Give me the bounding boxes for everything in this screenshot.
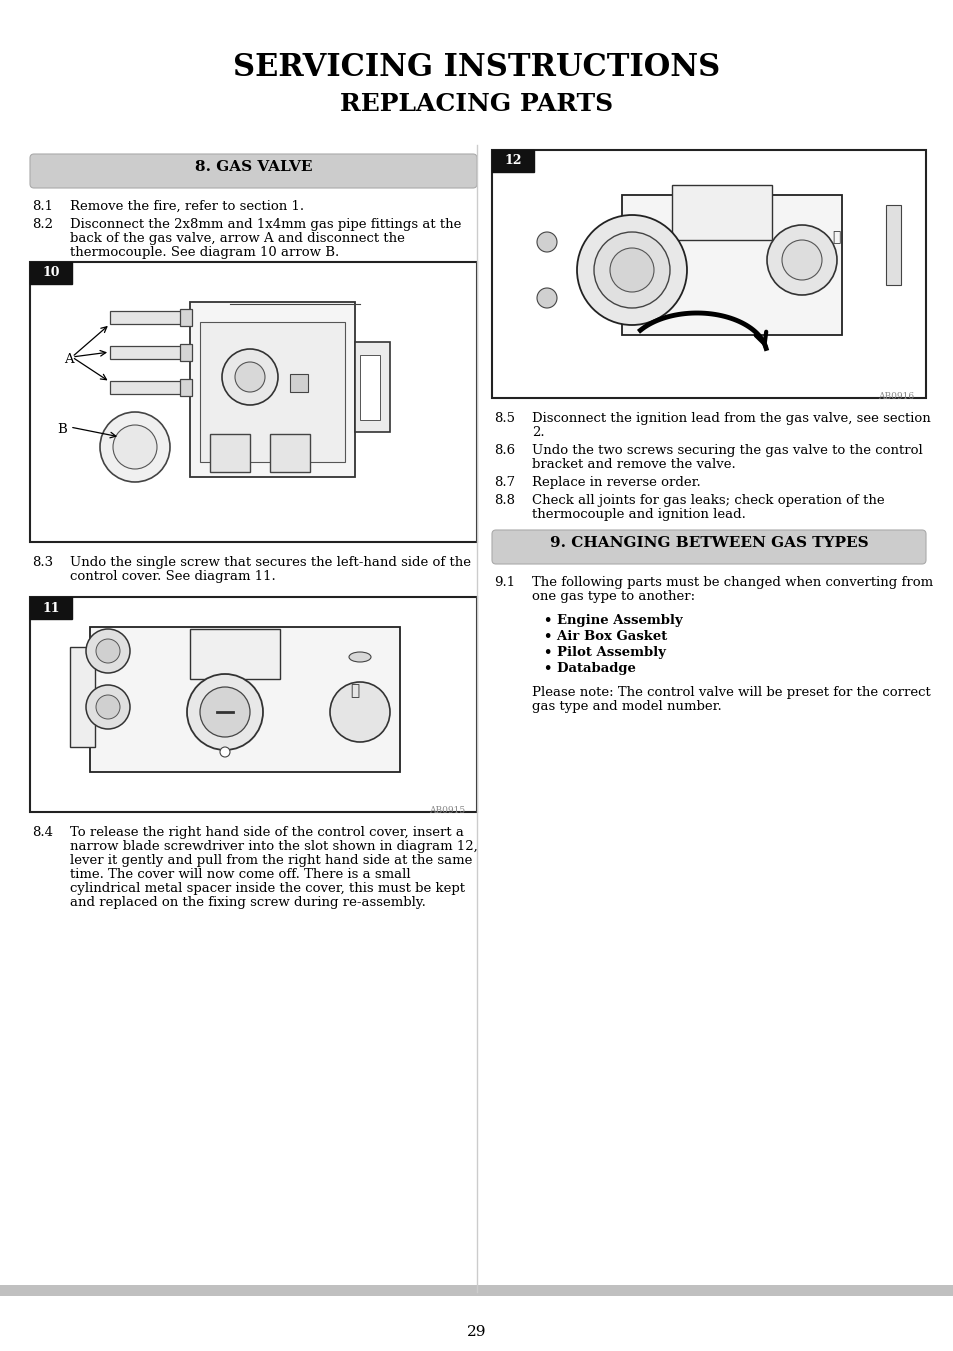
Text: Disconnect the ignition lead from the gas valve, see section: Disconnect the ignition lead from the ga…	[532, 412, 930, 426]
Circle shape	[234, 362, 265, 392]
Circle shape	[200, 688, 250, 738]
Circle shape	[96, 639, 120, 663]
Text: 9. CHANGING BETWEEN GAS TYPES: 9. CHANGING BETWEEN GAS TYPES	[549, 536, 867, 550]
Text: ★: ★	[831, 230, 840, 245]
Text: 11: 11	[42, 601, 60, 615]
Text: thermocouple and ignition lead.: thermocouple and ignition lead.	[532, 508, 745, 521]
Bar	[190, 303, 355, 477]
FancyBboxPatch shape	[30, 154, 476, 188]
Circle shape	[86, 685, 130, 730]
Text: 8.1: 8.1	[32, 200, 53, 213]
Bar	[270, 434, 310, 471]
Text: 8.7: 8.7	[494, 476, 515, 489]
Bar	[621, 195, 841, 335]
Text: • Air Box Gasket: • Air Box Gasket	[543, 630, 666, 643]
Circle shape	[100, 412, 170, 482]
Text: thermocouple. See diagram 10 arrow B.: thermocouple. See diagram 10 arrow B.	[70, 246, 339, 259]
Text: back of the gas valve, arrow A and disconnect the: back of the gas valve, arrow A and disco…	[70, 232, 404, 245]
Circle shape	[609, 249, 654, 292]
Circle shape	[537, 232, 557, 253]
Circle shape	[86, 630, 130, 673]
Bar	[210, 434, 250, 471]
Bar	[110, 346, 190, 359]
Text: Undo the two screws securing the gas valve to the control: Undo the two screws securing the gas val…	[532, 444, 922, 457]
Bar	[30, 262, 71, 284]
Circle shape	[537, 288, 557, 308]
Circle shape	[187, 674, 263, 750]
Text: 8.4: 8.4	[32, 825, 53, 839]
Text: time. The cover will now come off. There is a small: time. The cover will now come off. There…	[70, 867, 410, 881]
Text: • Databadge: • Databadge	[543, 662, 636, 676]
Text: 9.1: 9.1	[494, 576, 515, 589]
Text: The following parts must be changed when converting from: The following parts must be changed when…	[532, 576, 932, 589]
Bar	[200, 322, 345, 462]
Text: ★: ★	[350, 684, 358, 698]
Text: Check all joints for gas leaks; check operation of the: Check all joints for gas leaks; check op…	[532, 494, 883, 507]
Bar	[359, 355, 379, 420]
Text: 10: 10	[42, 266, 60, 280]
Bar	[885, 205, 900, 285]
Bar	[180, 380, 192, 396]
Bar	[30, 597, 476, 812]
Text: and replaced on the fixing screw during re-assembly.: and replaced on the fixing screw during …	[70, 896, 425, 909]
Text: Undo the single screw that secures the left-hand side of the: Undo the single screw that secures the l…	[70, 557, 471, 569]
Text: narrow blade screwdriver into the slot shown in diagram 12,: narrow blade screwdriver into the slot s…	[70, 840, 477, 852]
Bar	[30, 597, 71, 619]
FancyBboxPatch shape	[492, 530, 925, 563]
Text: 8. GAS VALVE: 8. GAS VALVE	[194, 159, 312, 174]
Bar	[290, 374, 308, 392]
Bar	[180, 345, 192, 361]
Circle shape	[330, 682, 390, 742]
Text: AB0916: AB0916	[877, 392, 913, 401]
Circle shape	[594, 232, 669, 308]
Text: SERVICING INSTRUCTIONS: SERVICING INSTRUCTIONS	[233, 51, 720, 82]
Bar	[30, 262, 476, 542]
Circle shape	[112, 426, 157, 469]
Text: 8.8: 8.8	[494, 494, 515, 507]
Circle shape	[781, 240, 821, 280]
Bar	[355, 342, 390, 432]
Text: • Engine Assembly: • Engine Assembly	[543, 613, 682, 627]
Text: 8.5: 8.5	[494, 412, 515, 426]
Bar	[0, 1285, 953, 1296]
Circle shape	[222, 349, 277, 405]
Bar	[180, 309, 192, 326]
Bar	[110, 381, 190, 394]
Ellipse shape	[349, 653, 371, 662]
Bar	[110, 311, 190, 324]
Text: lever it gently and pull from the right hand side at the same: lever it gently and pull from the right …	[70, 854, 472, 867]
Bar	[492, 150, 534, 172]
Text: 8.3: 8.3	[32, 557, 53, 569]
Bar	[492, 150, 925, 399]
Text: B: B	[57, 423, 67, 436]
Text: gas type and model number.: gas type and model number.	[532, 700, 721, 713]
Circle shape	[577, 215, 686, 326]
Text: one gas type to another:: one gas type to another:	[532, 590, 695, 603]
Circle shape	[220, 747, 230, 757]
Text: Please note: The control valve will be preset for the correct: Please note: The control valve will be p…	[532, 686, 930, 698]
Text: • Pilot Assembly: • Pilot Assembly	[543, 646, 665, 659]
Text: To release the right hand side of the control cover, insert a: To release the right hand side of the co…	[70, 825, 463, 839]
Text: Remove the fire, refer to section 1.: Remove the fire, refer to section 1.	[70, 200, 304, 213]
Text: bracket and remove the valve.: bracket and remove the valve.	[532, 458, 735, 471]
Text: 8.6: 8.6	[494, 444, 515, 457]
Circle shape	[766, 226, 836, 295]
Text: 12: 12	[504, 154, 521, 168]
Bar	[70, 647, 95, 747]
Bar	[190, 630, 280, 680]
Text: Disconnect the 2x8mm and 1x4mm gas pipe fittings at the: Disconnect the 2x8mm and 1x4mm gas pipe …	[70, 218, 461, 231]
Text: REPLACING PARTS: REPLACING PARTS	[340, 92, 613, 116]
Text: 8.2: 8.2	[32, 218, 53, 231]
Bar	[671, 185, 771, 240]
Text: 2.: 2.	[532, 426, 544, 439]
Circle shape	[96, 694, 120, 719]
Text: control cover. See diagram 11.: control cover. See diagram 11.	[70, 570, 275, 584]
Bar	[90, 627, 399, 771]
Text: AB0915: AB0915	[429, 807, 465, 815]
Text: Replace in reverse order.: Replace in reverse order.	[532, 476, 700, 489]
Text: cylindrical metal spacer inside the cover, this must be kept: cylindrical metal spacer inside the cove…	[70, 882, 464, 894]
Text: 29: 29	[467, 1325, 486, 1339]
Text: A: A	[64, 353, 73, 366]
